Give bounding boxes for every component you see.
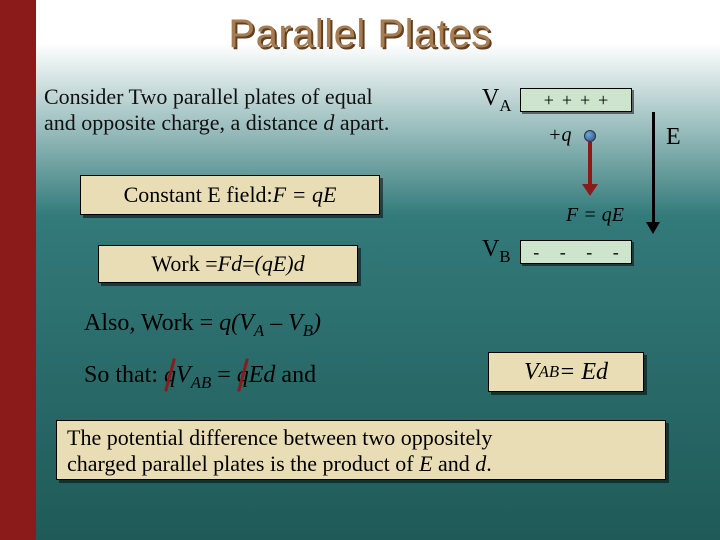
label-va: VA (482, 85, 511, 116)
e-label: E (666, 124, 681, 151)
sothat-a: So that: (84, 362, 164, 388)
field-arrow-icon (650, 112, 658, 236)
box-conclusion: The potential difference between two opp… (56, 420, 666, 480)
also-line: Also, Work = q(VA – VB) (84, 310, 321, 341)
label-vb: VB (482, 236, 511, 267)
charge-dot-icon (584, 130, 596, 142)
also-a: Also, Work = (84, 310, 219, 336)
concl-l2a: charged parallel plates is the product o… (67, 451, 419, 476)
sothat-eq: = (211, 362, 237, 388)
intro-line-1: Consider Two parallel plates of equal (44, 84, 373, 109)
vab-v: V (524, 359, 539, 386)
fqe-label: F = qE (566, 204, 624, 227)
sothat-ed: Ed (249, 362, 276, 388)
box-e-formula: F = qE (273, 182, 337, 208)
sothat-sub: AB (191, 373, 212, 392)
box-e-text: Constant E field: (124, 182, 273, 208)
box-work: Work = Fd = (qE)d (98, 245, 358, 283)
sothat-line: So that: qVAB = qEd and (84, 362, 316, 393)
also-sub-a: A (254, 321, 264, 340)
intro-text: Consider Two parallel plates of equal an… (44, 84, 454, 137)
va-sub: A (499, 96, 511, 115)
slide: Parallel Plates Consider Two parallel pl… (0, 0, 720, 540)
sothat-v: V (176, 362, 191, 388)
box-w-b: Fd (218, 251, 242, 277)
concl-and: and (433, 451, 476, 476)
box-w-c: = (242, 251, 254, 277)
box-vab: VAB = Ed (488, 352, 644, 392)
concl-l1: The potential difference between two opp… (67, 425, 492, 450)
concl-d: d (475, 451, 486, 476)
top-plate: ++++ (520, 88, 632, 112)
force-arrow-icon (586, 142, 594, 194)
sothat-q1: q (164, 362, 176, 388)
also-c: – V (264, 310, 303, 336)
vab-sub: AB (539, 362, 560, 382)
sothat-q2: q (237, 362, 249, 388)
va-v: V (482, 85, 499, 111)
intro-d: d (323, 110, 334, 135)
vab-ed: = Ed (559, 359, 608, 386)
also-d: ) (313, 310, 321, 336)
slide-title: Parallel Plates (0, 12, 720, 57)
intro-line-2a: and opposite charge, a distance (44, 110, 323, 135)
q-label: +q (548, 124, 572, 147)
box-w-a: Work = (151, 251, 217, 277)
bottom-plate: - - - - (520, 240, 632, 264)
left-stripe (0, 0, 36, 540)
concl-E: E (419, 451, 432, 476)
intro-line-2c: apart. (334, 110, 389, 135)
box-w-d: (qE)d (255, 251, 305, 277)
box-constant-e: Constant E field: F = qE (80, 175, 380, 215)
also-b: q(V (219, 310, 254, 336)
sothat-and: and (275, 362, 316, 388)
vb-v: V (482, 236, 499, 262)
vb-sub: B (499, 247, 510, 266)
concl-period: . (486, 451, 492, 476)
also-sub-b: B (303, 321, 313, 340)
plates-diagram: VA ++++ +q E F = qE VB - - - - (480, 80, 690, 270)
